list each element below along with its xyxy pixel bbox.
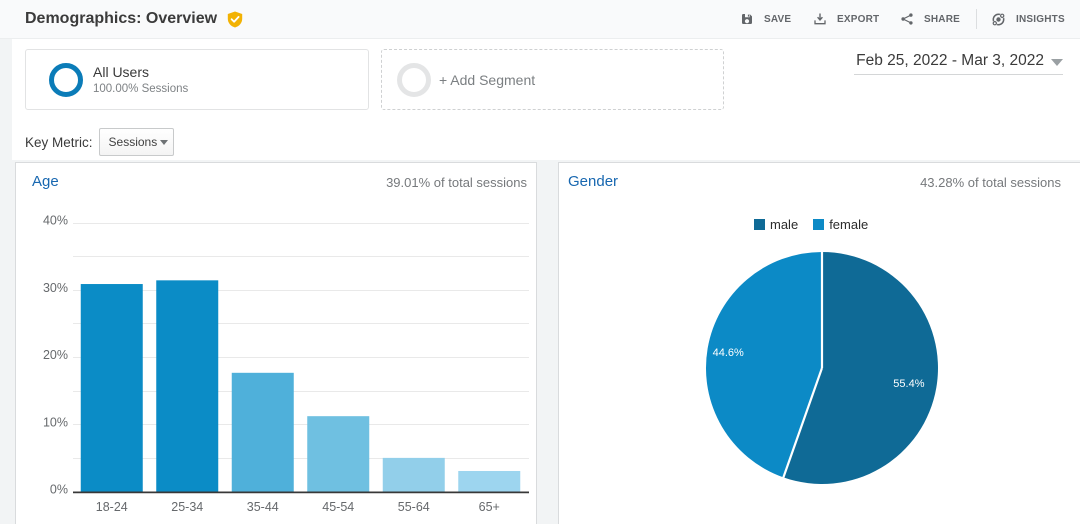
legend-item-male[interactable]: male: [754, 217, 798, 232]
date-range-selector[interactable]: Feb 25, 2022 - Mar 3, 2022: [854, 51, 1063, 75]
svg-text:0%: 0%: [50, 483, 68, 497]
svg-text:30%: 30%: [43, 281, 68, 295]
gender-panel-subtitle: 43.28% of total sessions: [920, 175, 1061, 190]
insights-label: INSIGHTS: [1016, 13, 1065, 25]
age-bar-chart: 0% 10% 20% 30% 40% 18-24 25-34 35-44 45-54 55-64 6…: [43, 214, 529, 514]
age-panel-subtitle: 39.01% of total sessions: [386, 175, 527, 190]
segment-card-all-users[interactable]: All Users 100.00% Sessions: [25, 49, 369, 110]
share-label: SHARE: [924, 13, 961, 25]
key-metric-dropdown[interactable]: Sessions: [98, 128, 174, 156]
svg-text:40%: 40%: [43, 214, 68, 228]
svg-text:44.6%: 44.6%: [713, 347, 744, 359]
gender-pie-chart: 55.4% 44.6%: [705, 251, 938, 484]
page-title: Demographics: Overview: [25, 10, 218, 27]
caret-down-icon: [1051, 59, 1063, 66]
svg-text:20%: 20%: [43, 348, 68, 362]
segment-detail: 100.00% Sessions: [93, 83, 189, 95]
charts-section: Age 39.01% of total sessions 0% 10% 20% 30%…: [0, 160, 1080, 524]
download-icon: [814, 13, 826, 25]
age-panel: Age 39.01% of total sessions 0% 10% 20% 30%…: [15, 162, 537, 524]
share-icon: [901, 13, 913, 25]
svg-text:18-24: 18-24: [96, 500, 128, 514]
svg-text:10%: 10%: [43, 415, 68, 429]
key-metric-row: Key Metric: Sessions: [25, 128, 174, 156]
legend-label-male: male: [770, 217, 799, 232]
legend-swatch-female: [813, 219, 825, 230]
export-button[interactable]: EXPORT: [814, 0, 879, 38]
segment-name: All Users: [93, 64, 150, 80]
svg-text:55.4%: 55.4%: [893, 378, 924, 390]
svg-text:45-54: 45-54: [322, 500, 354, 514]
legend-swatch-male: [754, 219, 765, 230]
dropdown-caret-icon: [159, 140, 168, 145]
segment-texts: All Users 100.00% Sessions: [93, 64, 188, 95]
verified-shield-icon: [227, 11, 243, 28]
legend-item-female[interactable]: female: [813, 217, 868, 232]
toolbar-divider: [976, 9, 977, 29]
gender-panel: Gender 43.28% of total sessions male fema…: [558, 162, 1080, 524]
save-label: SAVE: [764, 13, 792, 25]
export-label: EXPORT: [837, 13, 880, 25]
save-button[interactable]: SAVE: [741, 0, 791, 38]
gender-legend: male female: [754, 217, 868, 232]
titlebar: Demographics: Overview SAVE EXPORT: [0, 0, 1080, 39]
title-wrap: Demographics: Overview: [25, 0, 243, 38]
date-range-text: Feb 25, 2022 - Mar 3, 2022: [856, 52, 1044, 69]
header-section: All Users 100.00% Sessions + Add Segment…: [12, 39, 1080, 160]
add-segment-button[interactable]: + Add Segment: [381, 49, 724, 110]
gender-panel-title[interactable]: Gender: [568, 173, 619, 190]
add-segment-label: + Add Segment: [439, 71, 536, 88]
save-floppy-icon: [741, 13, 753, 25]
insights-button[interactable]: INSIGHTS: [991, 0, 1065, 38]
svg-text:65+: 65+: [479, 500, 500, 514]
legend-label-female: female: [829, 217, 869, 232]
key-metric-label: Key Metric:: [25, 134, 93, 150]
svg-text:55-64: 55-64: [398, 500, 430, 514]
svg-text:25-34: 25-34: [171, 500, 203, 514]
share-button[interactable]: SHARE: [901, 0, 960, 38]
add-segment-ring-icon: [397, 62, 431, 97]
age-panel-title[interactable]: Age: [32, 173, 59, 190]
key-metric-value: Sessions: [108, 135, 158, 149]
insights-icon: [991, 12, 1006, 27]
segment-ring-icon: [49, 62, 83, 97]
svg-text:35-44: 35-44: [247, 500, 279, 514]
